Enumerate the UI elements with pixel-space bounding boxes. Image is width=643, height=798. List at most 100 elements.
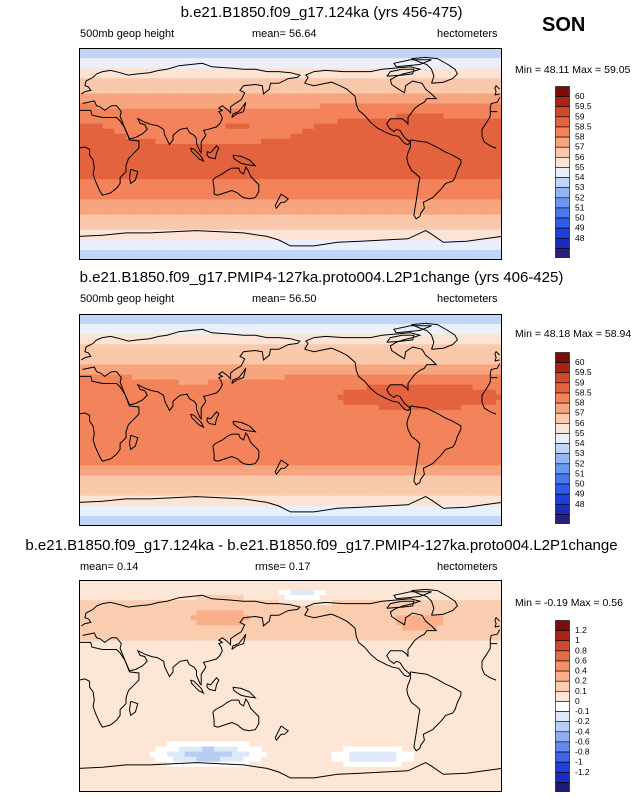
field-cell bbox=[237, 369, 245, 376]
field-cell bbox=[267, 359, 274, 366]
field-cell bbox=[331, 369, 339, 376]
field-cell bbox=[278, 435, 286, 441]
field-cell bbox=[284, 164, 292, 170]
field-cell bbox=[220, 344, 227, 350]
field-cell bbox=[302, 58, 309, 64]
field-cell bbox=[472, 219, 480, 226]
field-cell bbox=[137, 138, 145, 145]
field-cell bbox=[267, 219, 274, 226]
field-cell bbox=[355, 329, 362, 335]
field-cell bbox=[137, 53, 145, 59]
field-cell bbox=[490, 179, 497, 185]
field-cell bbox=[90, 425, 98, 431]
field-cell bbox=[190, 254, 198, 260]
field-cell bbox=[84, 445, 92, 451]
field-cell bbox=[202, 334, 209, 340]
field-cell bbox=[390, 123, 397, 130]
field-cell bbox=[267, 344, 274, 350]
field-cell bbox=[490, 138, 497, 145]
field-cell bbox=[478, 209, 485, 216]
field-cell bbox=[255, 234, 262, 241]
field-cell bbox=[243, 128, 250, 135]
field-cell bbox=[325, 229, 333, 236]
field-cell bbox=[308, 219, 315, 226]
field-cell bbox=[308, 108, 315, 115]
field-cell bbox=[114, 159, 121, 165]
field-cell bbox=[231, 354, 239, 361]
field-cell bbox=[102, 184, 109, 190]
field-cell bbox=[131, 445, 139, 451]
field-cell bbox=[137, 48, 145, 54]
field-cell bbox=[167, 440, 174, 446]
field-cell bbox=[231, 63, 239, 69]
field-cell bbox=[137, 174, 145, 180]
field-cell bbox=[337, 58, 344, 64]
field-cell bbox=[202, 73, 209, 79]
field-cell bbox=[102, 219, 109, 226]
field-cell bbox=[372, 103, 380, 110]
field-cell bbox=[225, 133, 233, 140]
field-cell bbox=[396, 364, 403, 371]
field-cell bbox=[143, 159, 151, 165]
field-cell bbox=[284, 204, 292, 211]
field-cell bbox=[290, 249, 297, 256]
field-cell bbox=[108, 154, 115, 160]
colorbar-swatch bbox=[555, 207, 570, 219]
field-cell bbox=[361, 78, 368, 84]
field-cell bbox=[402, 334, 409, 340]
field-cell bbox=[202, 379, 209, 386]
field-cell bbox=[202, 123, 209, 130]
field-cell bbox=[126, 359, 133, 366]
field-cell bbox=[490, 88, 497, 95]
field-cell bbox=[402, 234, 409, 241]
field-cell bbox=[178, 169, 186, 175]
field-cell bbox=[378, 88, 386, 95]
field-cell bbox=[396, 93, 403, 100]
field-cell bbox=[455, 53, 462, 59]
field-cell bbox=[96, 138, 104, 145]
field-cell bbox=[472, 319, 480, 325]
field-cell bbox=[178, 179, 186, 185]
field-cell bbox=[490, 349, 497, 355]
field-cell bbox=[249, 420, 256, 426]
field-cell bbox=[220, 379, 227, 386]
field-cell bbox=[155, 374, 162, 381]
field-cell bbox=[79, 53, 86, 59]
field-cell bbox=[102, 48, 109, 54]
field-cell bbox=[102, 209, 109, 216]
field-cell bbox=[431, 394, 438, 401]
field-cell bbox=[231, 83, 239, 89]
field-cell bbox=[343, 128, 350, 135]
field-cell bbox=[272, 339, 280, 345]
field-cell bbox=[472, 199, 480, 206]
field-cell bbox=[343, 239, 350, 246]
field-cell bbox=[155, 409, 162, 416]
field-cell bbox=[384, 83, 391, 89]
field-cell bbox=[272, 194, 280, 201]
field-cell bbox=[214, 184, 221, 190]
field-cell bbox=[455, 244, 462, 251]
field-cell bbox=[408, 209, 415, 216]
field-cell bbox=[184, 194, 192, 201]
field-cell bbox=[143, 128, 151, 135]
field-cell bbox=[437, 179, 444, 185]
field-cell bbox=[108, 78, 115, 84]
field-cell bbox=[120, 229, 127, 236]
field-cell bbox=[167, 108, 174, 115]
field-cell bbox=[79, 83, 86, 89]
field-cell bbox=[155, 324, 162, 330]
field-cell bbox=[325, 174, 333, 180]
field-cell bbox=[349, 194, 356, 201]
field-cell bbox=[372, 164, 380, 170]
field-cell bbox=[184, 128, 192, 135]
field-cell bbox=[120, 98, 127, 105]
field-cell bbox=[408, 159, 415, 165]
field-cell bbox=[243, 189, 250, 195]
field-cell bbox=[484, 159, 491, 165]
field-cell bbox=[443, 58, 450, 64]
field-cell bbox=[460, 249, 468, 256]
field-cell bbox=[419, 249, 427, 256]
field-cell bbox=[466, 118, 474, 125]
field-cell bbox=[79, 214, 86, 221]
